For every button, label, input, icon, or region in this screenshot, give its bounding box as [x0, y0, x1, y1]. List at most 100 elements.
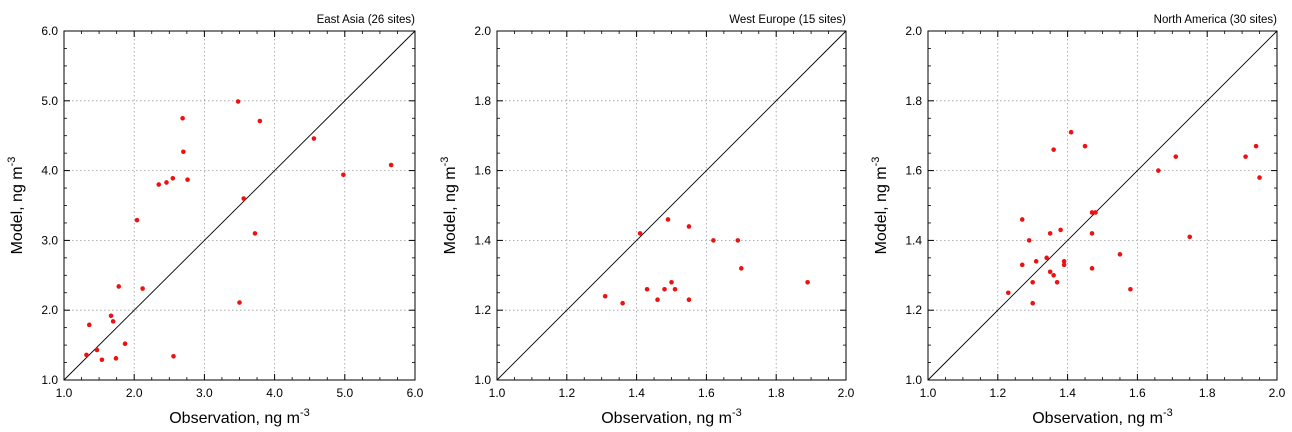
data-point: [180, 115, 185, 121]
x-tick-label: 1.0: [920, 386, 937, 400]
data-point: [116, 284, 122, 289]
x-tick-label: 1.6: [698, 386, 715, 400]
y-tick-label: 1.8: [905, 94, 922, 108]
data-point: [1047, 269, 1053, 275]
y-axis-label: Model, ng m-3: [439, 157, 459, 255]
data-point: [1044, 255, 1049, 261]
data-point: [1243, 154, 1248, 159]
y-tick-label: 1.4: [474, 233, 491, 247]
data-point: [669, 279, 674, 285]
data-point: [241, 196, 247, 201]
data-point: [108, 313, 114, 319]
data-point: [672, 286, 678, 292]
data-point: [644, 286, 650, 292]
y-tick-label: 1.2: [905, 303, 922, 317]
y-tick-label: 1.6: [474, 164, 491, 178]
data-point: [1117, 252, 1123, 257]
y-tick-label: 3.0: [41, 233, 58, 247]
x-tick-label: 6.0: [407, 386, 424, 400]
x-axis-label-unit-exponent: -3: [300, 407, 310, 419]
data-point: [99, 357, 105, 363]
one-to-one-line: [496, 30, 847, 381]
data-point: [1187, 234, 1193, 240]
y-axis-label-unit-exponent: -3: [6, 157, 18, 167]
y-tick-label: 1.0: [905, 373, 922, 387]
data-point: [110, 319, 116, 324]
data-point: [164, 180, 169, 185]
data-point: [181, 149, 186, 155]
data-point: [1156, 168, 1161, 173]
x-tick-label: 1.0: [56, 386, 73, 400]
data-point: [686, 224, 692, 229]
chart-title: North America (30 sites): [1154, 14, 1278, 26]
data-point: [1093, 210, 1098, 215]
x-tick-label: 4.0: [266, 386, 283, 400]
x-tick-label: 1.4: [1059, 386, 1076, 400]
data-point: [1253, 143, 1259, 149]
data-point: [1089, 231, 1095, 236]
data-point: [662, 286, 667, 292]
data-point: [1047, 231, 1053, 236]
x-tick-label: 1.2: [558, 386, 575, 400]
x-axis-label: Observation, ng m-3: [169, 407, 310, 427]
data-point: [1019, 217, 1025, 222]
data-point: [156, 182, 162, 187]
data-point: [711, 238, 716, 243]
x-axis-label-unit-exponent: -3: [1163, 407, 1173, 419]
data-point: [686, 297, 692, 303]
y-tick-label: 1.6: [905, 164, 922, 178]
y-axis-label-unit-exponent: -3: [870, 157, 882, 167]
y-tick-label: 1.8: [474, 94, 491, 108]
data-point: [805, 279, 810, 285]
data-point: [1033, 259, 1039, 264]
data-point: [1030, 300, 1035, 306]
y-tick-label: 1.0: [41, 373, 58, 387]
data-point: [84, 352, 89, 358]
x-tick-label: 2.0: [1269, 386, 1286, 400]
data-point: [1089, 210, 1095, 215]
data-point: [252, 231, 258, 236]
data-point: [1089, 266, 1095, 271]
x-tick-label: 1.0: [489, 386, 506, 400]
x-tick-label: 1.8: [1199, 386, 1216, 400]
data-point: [1082, 143, 1088, 149]
data-point: [134, 217, 140, 223]
data-point: [1019, 262, 1025, 268]
y-tick-label: 2.0: [905, 24, 922, 38]
y-tick-label: 6.0: [41, 24, 58, 38]
data-point: [113, 356, 119, 361]
y-tick-label: 5.0: [41, 94, 58, 108]
y-tick-label: 1.0: [474, 373, 491, 387]
data-point: [388, 162, 394, 168]
data-point: [637, 231, 643, 236]
data-point: [1058, 227, 1063, 233]
data-point: [1128, 286, 1133, 292]
data-point: [170, 175, 176, 181]
data-point: [171, 353, 176, 359]
data-point: [311, 136, 317, 141]
chart-title: West Europe (15 sites): [729, 14, 846, 26]
x-tick-label: 2.0: [838, 386, 855, 400]
y-tick-label: 4.0: [41, 164, 58, 178]
x-axis-label: Observation, ng m-3: [1032, 407, 1173, 427]
chart-title: East Asia (26 sites): [317, 14, 416, 26]
data-point: [1051, 273, 1056, 278]
data-point: [140, 286, 145, 291]
data-point: [1051, 147, 1056, 152]
data-point: [86, 322, 92, 328]
data-point: [1061, 259, 1067, 264]
x-tick-label: 1.2: [989, 386, 1006, 400]
x-axis-label-unit-exponent: -3: [732, 407, 742, 419]
data-point: [94, 347, 100, 353]
data-point: [1054, 279, 1060, 285]
data-point: [735, 238, 741, 243]
x-axis-label: Observation, ng m-3: [601, 407, 742, 427]
data-point: [185, 177, 190, 182]
data-point: [1026, 238, 1032, 243]
one-to-one-line: [927, 30, 1278, 381]
data-point: [257, 118, 263, 124]
x-tick-label: 2.0: [126, 386, 143, 400]
y-axis-label: Model, ng m-3: [6, 157, 26, 255]
y-axis-label: Model, ng m-3: [870, 157, 890, 255]
